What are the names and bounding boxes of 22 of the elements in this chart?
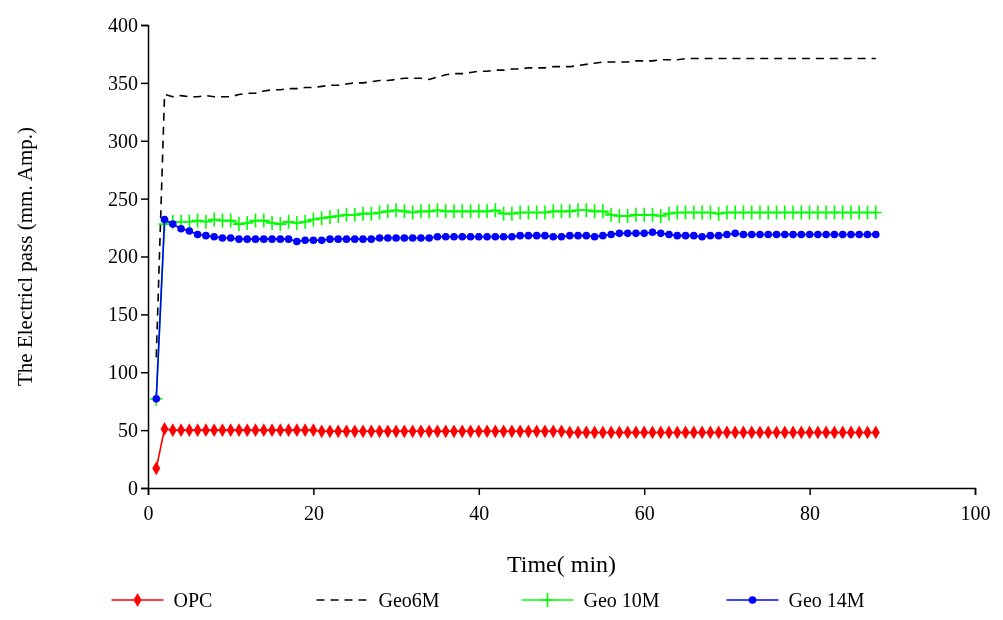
y-tick-label: 150 [108, 303, 138, 326]
y-tick-label: 350 [108, 71, 138, 94]
legend-label: Geo6M [378, 589, 440, 611]
y-tick-label: 300 [108, 129, 138, 152]
line-series [155, 57, 877, 358]
x-tick-label: 0 [143, 502, 154, 524]
x-tick-label: 40 [469, 502, 490, 524]
y-axis-title: The Electricl pass (mm. Amp.) [13, 127, 37, 386]
y-tick-label: 200 [108, 245, 138, 268]
x-axis-title: Time( min) [506, 551, 617, 577]
y-tick-label: 250 [108, 187, 138, 210]
y-tick-label: 50 [118, 419, 138, 442]
x-tick-label: 20 [303, 502, 324, 524]
x-tick-label: 60 [634, 502, 655, 524]
y-tick-label: 100 [108, 361, 138, 384]
y-tick-label: 0 [128, 476, 138, 499]
legend-label: Geo 10M [583, 589, 660, 611]
y-tick-label: 400 [108, 13, 138, 36]
legend-label: Geo 14M [788, 589, 865, 611]
legend-label: OPC [173, 589, 213, 611]
x-tick-label: 80 [800, 502, 821, 524]
x-tick-label: 100 [960, 502, 991, 524]
